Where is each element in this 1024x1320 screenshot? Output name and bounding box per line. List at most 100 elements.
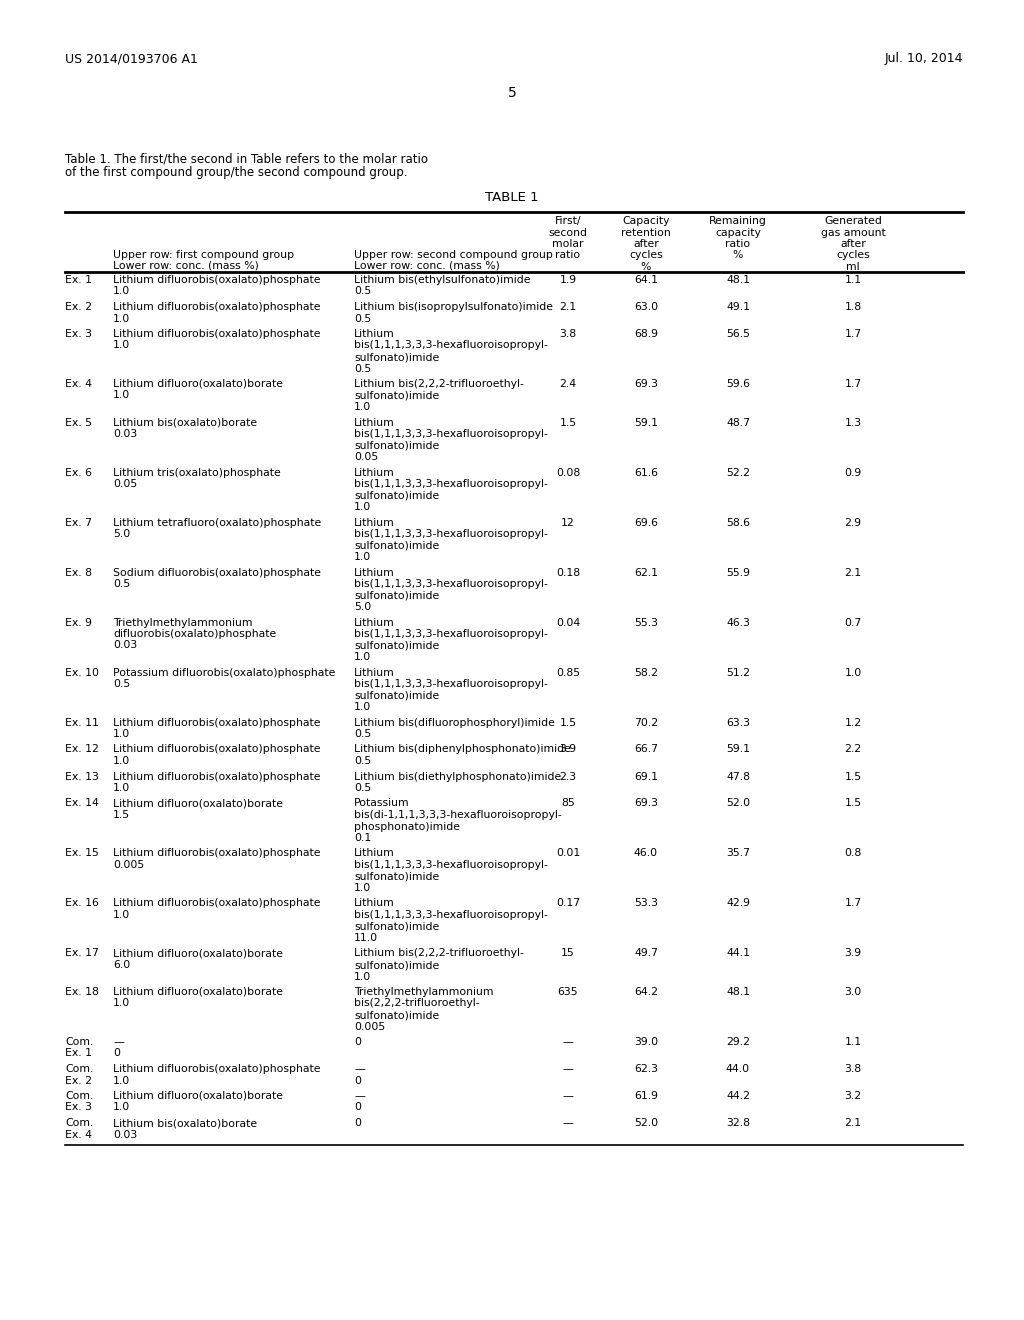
Text: ml: ml: [846, 261, 860, 272]
Text: 2.4: 2.4: [559, 379, 577, 389]
Text: 1.0: 1.0: [354, 652, 372, 663]
Text: Ex. 3: Ex. 3: [65, 329, 92, 339]
Text: Lithium difluoro(oxalato)borate: Lithium difluoro(oxalato)borate: [113, 949, 283, 958]
Text: Ex. 12: Ex. 12: [65, 744, 99, 755]
Text: 32.8: 32.8: [726, 1118, 750, 1129]
Text: cycles: cycles: [837, 251, 869, 260]
Text: Lithium: Lithium: [354, 668, 394, 677]
Text: 0.18: 0.18: [556, 568, 580, 578]
Text: bis(1,1,1,3,3,3-hexafluoroisopropyl-: bis(1,1,1,3,3,3-hexafluoroisopropyl-: [354, 861, 548, 870]
Text: Lithium: Lithium: [354, 329, 394, 339]
Text: after: after: [633, 239, 658, 249]
Text: Lower row: conc. (mass %): Lower row: conc. (mass %): [113, 261, 259, 271]
Text: Ex. 6: Ex. 6: [65, 467, 92, 478]
Text: 52.0: 52.0: [726, 799, 750, 808]
Text: 0.005: 0.005: [354, 1022, 385, 1031]
Text: 1.0: 1.0: [113, 729, 130, 739]
Text: Ex. 1: Ex. 1: [65, 275, 92, 285]
Text: Triethylmethylammonium: Triethylmethylammonium: [354, 987, 494, 997]
Text: 52.0: 52.0: [634, 1118, 658, 1129]
Text: 2.9: 2.9: [845, 517, 861, 528]
Text: Lithium tris(oxalato)phosphate: Lithium tris(oxalato)phosphate: [113, 467, 281, 478]
Text: 0: 0: [354, 1076, 361, 1085]
Text: Lithium: Lithium: [354, 467, 394, 478]
Text: Lithium bis(ethylsulfonato)imide: Lithium bis(ethylsulfonato)imide: [354, 275, 530, 285]
Text: 1.0: 1.0: [354, 552, 372, 562]
Text: sulfonato)imide: sulfonato)imide: [354, 690, 439, 701]
Text: 1.1: 1.1: [845, 1038, 861, 1047]
Text: 1.0: 1.0: [113, 314, 130, 323]
Text: Ex. 18: Ex. 18: [65, 987, 99, 997]
Text: 3.9: 3.9: [559, 744, 577, 755]
Text: 69.3: 69.3: [634, 379, 658, 389]
Text: Lithium difluorobis(oxalato)phosphate: Lithium difluorobis(oxalato)phosphate: [113, 718, 321, 727]
Text: —: —: [354, 1092, 365, 1101]
Text: 0: 0: [113, 1048, 120, 1059]
Text: 61.9: 61.9: [634, 1092, 658, 1101]
Text: Lithium difluorobis(oxalato)phosphate: Lithium difluorobis(oxalato)phosphate: [113, 849, 321, 858]
Text: bis(1,1,1,3,3,3-hexafluoroisopropyl-: bis(1,1,1,3,3,3-hexafluoroisopropyl-: [354, 909, 548, 920]
Text: —: —: [562, 1118, 573, 1129]
Text: Ex. 10: Ex. 10: [65, 668, 99, 677]
Text: 0.5: 0.5: [354, 783, 372, 793]
Text: Upper row: second compound group: Upper row: second compound group: [354, 249, 553, 260]
Text: 2.2: 2.2: [845, 744, 861, 755]
Text: Capacity: Capacity: [623, 216, 670, 226]
Text: bis(di-1,1,1,3,3,3-hexafluoroisopropyl-: bis(di-1,1,1,3,3,3-hexafluoroisopropyl-: [354, 810, 562, 820]
Text: —: —: [562, 1038, 573, 1047]
Text: retention: retention: [622, 227, 671, 238]
Text: 64.2: 64.2: [634, 987, 658, 997]
Text: 49.1: 49.1: [726, 302, 750, 312]
Text: Potassium: Potassium: [354, 799, 410, 808]
Text: Lithium: Lithium: [354, 417, 394, 428]
Text: Com.: Com.: [65, 1038, 93, 1047]
Text: 56.5: 56.5: [726, 329, 750, 339]
Text: 6.0: 6.0: [113, 960, 130, 970]
Text: 2.1: 2.1: [845, 568, 861, 578]
Text: Ex. 8: Ex. 8: [65, 568, 92, 578]
Text: 3.0: 3.0: [845, 987, 861, 997]
Text: Lithium: Lithium: [354, 517, 394, 528]
Text: Ex. 13: Ex. 13: [65, 771, 99, 781]
Text: bis(1,1,1,3,3,3-hexafluoroisopropyl-: bis(1,1,1,3,3,3-hexafluoroisopropyl-: [354, 630, 548, 639]
Text: 59.1: 59.1: [634, 417, 658, 428]
Text: Lithium bis(oxalato)borate: Lithium bis(oxalato)borate: [113, 417, 257, 428]
Text: 35.7: 35.7: [726, 849, 750, 858]
Text: Ex. 3: Ex. 3: [65, 1102, 92, 1113]
Text: 1.0: 1.0: [113, 391, 130, 400]
Text: 1.0: 1.0: [113, 341, 130, 351]
Text: 5: 5: [508, 86, 516, 100]
Text: 69.1: 69.1: [634, 771, 658, 781]
Text: 63.0: 63.0: [634, 302, 658, 312]
Text: 61.6: 61.6: [634, 467, 658, 478]
Text: 1.3: 1.3: [845, 417, 861, 428]
Text: 1.0: 1.0: [845, 668, 861, 677]
Text: bis(1,1,1,3,3,3-hexafluoroisopropyl-: bis(1,1,1,3,3,3-hexafluoroisopropyl-: [354, 529, 548, 539]
Text: Lower row: conc. (mass %): Lower row: conc. (mass %): [354, 261, 500, 271]
Text: 59.6: 59.6: [726, 379, 750, 389]
Text: Lithium: Lithium: [354, 899, 394, 908]
Text: 0.9: 0.9: [845, 467, 861, 478]
Text: Com.: Com.: [65, 1064, 93, 1074]
Text: First/: First/: [555, 216, 582, 226]
Text: 1.0: 1.0: [113, 286, 130, 297]
Text: Sodium difluorobis(oxalato)phosphate: Sodium difluorobis(oxalato)phosphate: [113, 568, 321, 578]
Text: 0.1: 0.1: [354, 833, 372, 843]
Text: sulfonato)imide: sulfonato)imide: [354, 921, 439, 932]
Text: 1.2: 1.2: [845, 718, 861, 727]
Text: 1.0: 1.0: [354, 502, 372, 512]
Text: Ex. 1: Ex. 1: [65, 1048, 92, 1059]
Text: Generated: Generated: [824, 216, 882, 226]
Text: 0.5: 0.5: [354, 363, 372, 374]
Text: 11.0: 11.0: [354, 933, 378, 942]
Text: cycles: cycles: [629, 251, 663, 260]
Text: 2.3: 2.3: [559, 771, 577, 781]
Text: 0.5: 0.5: [354, 286, 372, 297]
Text: 0.03: 0.03: [113, 1130, 137, 1139]
Text: 0.5: 0.5: [113, 678, 130, 689]
Text: 0.05: 0.05: [354, 451, 378, 462]
Text: 1.0: 1.0: [354, 883, 372, 894]
Text: sulfonato)imide: sulfonato)imide: [354, 640, 439, 651]
Text: Lithium difluorobis(oxalato)phosphate: Lithium difluorobis(oxalato)phosphate: [113, 771, 321, 781]
Text: Ex. 4: Ex. 4: [65, 1130, 92, 1139]
